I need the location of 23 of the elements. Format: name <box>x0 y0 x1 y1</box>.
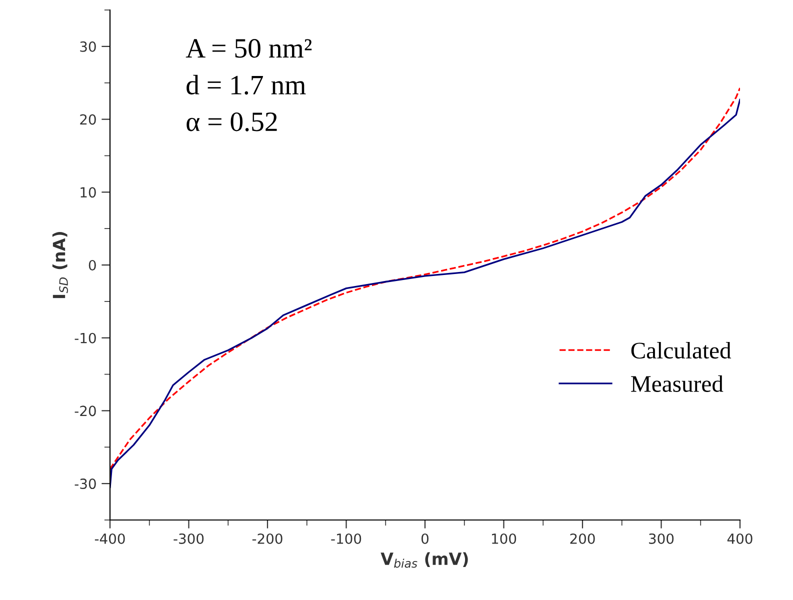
annotation: α = 0.52 <box>186 112 277 132</box>
legend-label: Measured <box>631 375 724 392</box>
x-tick-label: -200 <box>252 533 282 544</box>
y-tick-label: 0 <box>88 260 96 270</box>
annotation: d = 1.7 nm <box>186 74 306 95</box>
y-tick-label: -10 <box>74 332 96 344</box>
legend-label: Calculated <box>631 342 732 359</box>
y-tick-label: -30 <box>74 478 96 490</box>
x-axis-title: V$_{bias}$ (mV) <box>380 552 468 568</box>
annotation: A = 50 nm² <box>186 39 312 58</box>
y-tick-label: 10 <box>80 187 96 198</box>
x-tick-label: 300 <box>649 533 674 544</box>
y-tick-label: -20 <box>74 406 96 416</box>
x-tick-label: 0 <box>421 533 428 544</box>
y-tick-label: 20 <box>80 114 96 125</box>
x-tick-label: -100 <box>331 533 362 544</box>
x-tick-label: 100 <box>492 533 516 544</box>
y-axis-title: I$_{SD}$ (nA) <box>52 232 68 298</box>
y-tick-label: 30 <box>80 41 96 52</box>
x-tick-label: -400 <box>94 533 125 544</box>
x-tick-label: 400 <box>727 533 752 544</box>
x-tick-label: -300 <box>174 533 204 544</box>
x-tick-label: 200 <box>570 533 595 544</box>
